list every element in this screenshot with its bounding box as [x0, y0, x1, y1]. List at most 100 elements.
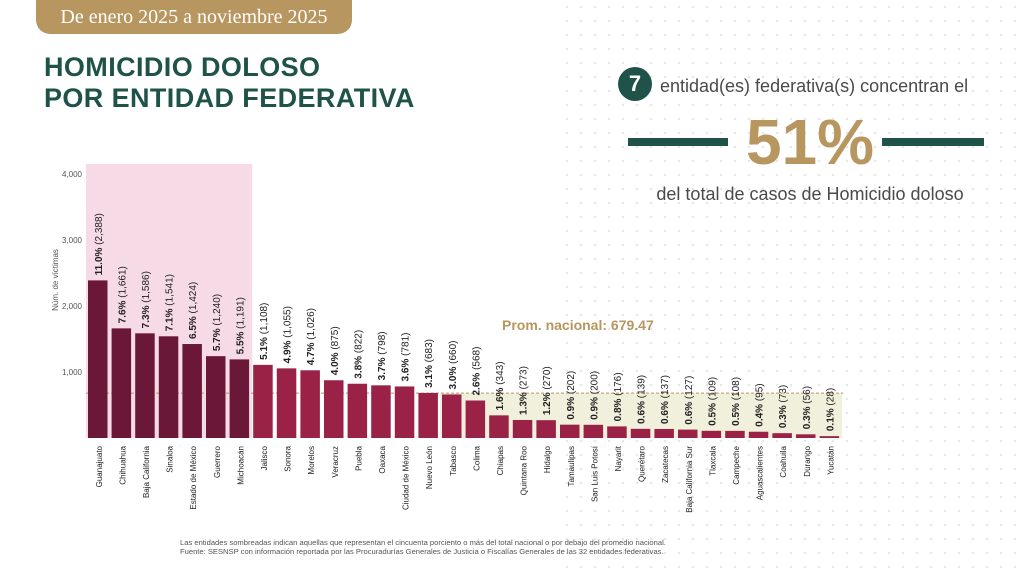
data-label-percent: 7.1%: [165, 306, 176, 332]
data-label-count: (1,108): [259, 303, 270, 335]
data-label: 7.6% (1,661): [117, 266, 128, 323]
data-label-count: (781): [401, 333, 412, 356]
category-label: Baja California Sur: [685, 446, 694, 513]
data-label: 3.6% (781): [401, 333, 412, 382]
bar: [748, 431, 769, 438]
category-label: San Luis Potosí: [590, 445, 599, 502]
average-label: Prom. nacional: 679.47: [502, 317, 654, 333]
category-label: Tamaulipas: [567, 446, 576, 486]
data-label-percent: 5.5%: [235, 329, 246, 355]
category-label: Yucatán: [826, 446, 835, 475]
data-label: 0.6% (127): [684, 376, 695, 425]
bar: [394, 386, 415, 438]
category-label: Chiapas: [496, 446, 505, 475]
category-label: Oaxaca: [378, 445, 387, 473]
bar: [630, 428, 651, 438]
data-label-percent: 0.5%: [731, 400, 742, 426]
footnote: Las entidades sombreadas indican aquella…: [180, 538, 740, 556]
data-label: 0.5% (108): [731, 377, 742, 426]
data-label-count: (1,055): [283, 306, 294, 338]
concentration-subtitle: del total de casos de Homicidio doloso: [656, 184, 964, 204]
bar: [158, 336, 179, 438]
bar: [206, 356, 226, 438]
data-label: 5.1% (1,108): [259, 303, 270, 360]
data-label-percent: 3.6%: [401, 356, 412, 382]
bar: [583, 424, 604, 438]
data-label-count: (176): [613, 372, 624, 395]
category-label: Sinaloa: [166, 445, 175, 472]
data-label-count: (137): [660, 375, 671, 398]
data-label-percent: 3.8%: [353, 353, 364, 379]
data-label-percent: 1.3%: [519, 389, 530, 415]
category-label: Durango: [803, 445, 812, 476]
data-label-count: (683): [424, 339, 435, 362]
data-label-count: (1,541): [165, 274, 176, 306]
data-label-count: (270): [542, 366, 553, 389]
bar: [819, 436, 840, 438]
data-label: 0.6% (137): [660, 375, 671, 424]
data-label: 4.9% (1,055): [283, 306, 294, 363]
entity-count-text: entidad(es) federativa(s) concentran el: [660, 76, 969, 96]
data-label-count: (568): [471, 347, 482, 370]
data-label-count: (139): [637, 375, 648, 398]
data-label-count: (1,026): [306, 308, 317, 340]
bar: [135, 333, 155, 438]
category-label: Colima: [472, 445, 481, 470]
footnote-line-2: Fuente: SESNSP con información reportada…: [180, 547, 664, 556]
category-label: Nuevo León: [425, 446, 434, 489]
bar: [512, 419, 533, 438]
data-label: 3.8% (822): [353, 330, 364, 379]
data-label-percent: 0.5%: [707, 400, 718, 426]
data-label-percent: 0.3%: [778, 403, 789, 429]
bar: [111, 328, 132, 438]
data-label: 11.0% (2,388): [94, 213, 105, 275]
category-label: Quintana Roo: [520, 445, 529, 495]
data-label-count: (1,424): [188, 282, 199, 314]
data-label-percent: 1.2%: [542, 390, 553, 416]
category-label: Morelos: [307, 446, 316, 474]
bar: [654, 428, 674, 438]
bar: [489, 415, 509, 438]
data-label: 7.1% (1,541): [165, 274, 176, 331]
category-label: Zacatecas: [661, 446, 670, 483]
data-label: 4.0% (875): [330, 326, 341, 375]
data-label: 0.9% (202): [566, 371, 577, 420]
data-label-percent: 0.1%: [825, 406, 836, 432]
category-label: Campeche: [732, 445, 741, 484]
data-label-percent: 4.9%: [283, 338, 294, 364]
bar: [536, 420, 556, 438]
y-tick-label: 3,000: [62, 236, 83, 245]
data-label-percent: 2.6%: [471, 370, 482, 396]
data-label: 1.2% (270): [542, 366, 553, 415]
bar: [229, 359, 250, 438]
data-label: 0.9% (200): [589, 371, 600, 420]
data-label-count: (822): [353, 330, 364, 353]
data-label-percent: 0.6%: [637, 398, 648, 424]
data-label-count: (2,388): [94, 213, 105, 245]
data-label-percent: 5.7%: [212, 326, 223, 352]
bar: [678, 429, 698, 438]
bar: [88, 280, 108, 438]
data-label-percent: 0.6%: [684, 399, 695, 425]
y-tick-label: 1,000: [62, 368, 83, 377]
data-label: 0.1% (28): [825, 388, 836, 431]
category-label: Ciudad de México: [402, 445, 411, 510]
data-label-count: (1,586): [141, 271, 152, 303]
data-label-percent: 7.6%: [117, 298, 128, 324]
data-label: 3.0% (660): [448, 341, 459, 390]
data-label-count: (1,240): [212, 294, 223, 326]
data-label-percent: 1.6%: [495, 385, 506, 411]
data-label-percent: 0.8%: [613, 396, 624, 422]
data-label: 0.3% (73): [778, 385, 789, 428]
bar: [560, 424, 580, 438]
bar: [418, 392, 438, 438]
entity-count-badge: 7: [618, 67, 652, 101]
data-label-percent: 0.3%: [802, 404, 813, 430]
data-label-percent: 0.9%: [589, 394, 600, 420]
data-label: 0.8% (176): [613, 372, 624, 421]
period-badge: De enero 2025 a noviembre 2025: [36, 0, 352, 34]
data-label: 4.7% (1,026): [306, 308, 317, 365]
data-label-count: (202): [566, 371, 577, 394]
y-tick-label: 4,000: [62, 170, 83, 179]
category-label: Guanajuato: [95, 445, 104, 487]
